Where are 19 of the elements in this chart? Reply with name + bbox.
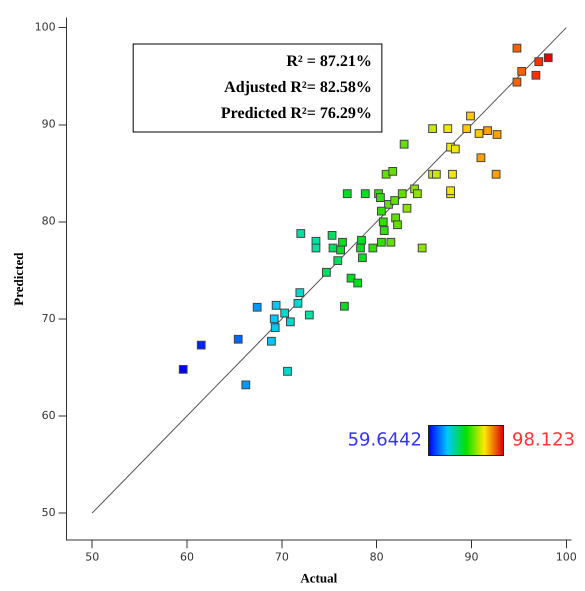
annotation: Adjusted R²= 82.58% [224, 79, 372, 96]
x-axis-title: Actual [300, 570, 338, 586]
annotation: Predicted R²= 76.29% [220, 105, 372, 122]
y-axis-title: Predicted [11, 252, 26, 306]
y-tick-label: 80 [42, 214, 56, 228]
y-tick-label: 70 [42, 312, 56, 325]
annotation: 98.123 [512, 430, 575, 451]
x-tick-label: 60 [180, 550, 194, 564]
y-tick-label: 90 [42, 118, 56, 131]
x-tick-label: 70 [274, 550, 289, 564]
y-tick-label: 50 [42, 506, 56, 519]
x-tick-label: 80 [370, 550, 384, 564]
x-tick-label: 90 [464, 550, 478, 564]
annotation: R² = 87.21% [286, 53, 372, 70]
x-tick-label: 100 [556, 550, 577, 564]
y-tick-label: 100 [34, 20, 56, 34]
x-tick-label: 50 [85, 550, 100, 564]
annotation: 59.6442 [348, 430, 422, 451]
y-tick-label: 60 [42, 408, 56, 422]
